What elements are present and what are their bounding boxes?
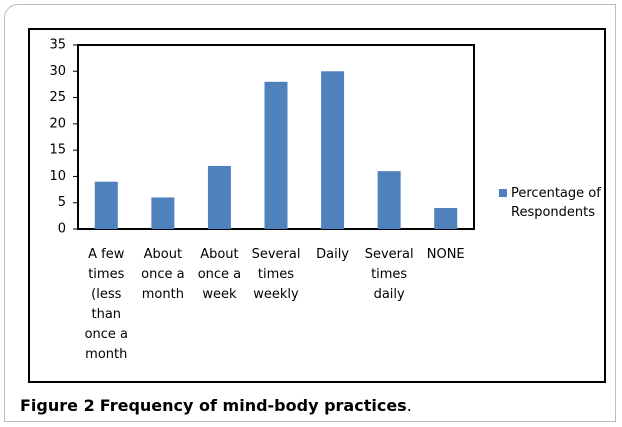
x-tick-label: About once a month	[141, 247, 185, 302]
caption-end: .	[406, 396, 412, 415]
bar	[207, 165, 231, 229]
legend: Percentage of Respondents	[499, 184, 611, 222]
x-tick-label: About once a week	[197, 247, 242, 302]
x-tick-label: NONE	[426, 247, 465, 262]
y-tick-label: 35	[49, 38, 66, 53]
bar	[151, 197, 175, 229]
caption-text: Frequency of mind-body practices	[99, 396, 407, 415]
caption-label: Figure 2	[20, 396, 95, 415]
y-tick-label: 30	[49, 64, 66, 79]
y-tick-label: 25	[49, 90, 66, 105]
chart-box	[28, 28, 606, 383]
bar	[321, 71, 345, 230]
x-tick-label: Several times weekly	[251, 247, 301, 302]
y-tick-label: 10	[49, 169, 66, 184]
y-tick-label: 20	[49, 116, 66, 131]
bar	[264, 81, 288, 229]
x-tick-label: Daily	[316, 247, 350, 262]
y-tick-label: 5	[58, 195, 66, 210]
figure-frame	[4, 4, 616, 422]
x-tick-label: A few times (less than once a month	[84, 247, 128, 362]
bar	[434, 207, 458, 229]
bar	[94, 181, 118, 229]
legend-label: Percentage of Respondents	[511, 186, 601, 220]
bar	[377, 171, 401, 229]
y-tick-label: 15	[49, 143, 66, 158]
x-tick-label: Several times daily	[364, 247, 414, 302]
y-tick-label: 0	[58, 222, 66, 237]
legend-swatch	[499, 189, 507, 197]
caption: Figure 2 Frequency of mind-body practice…	[20, 396, 412, 415]
